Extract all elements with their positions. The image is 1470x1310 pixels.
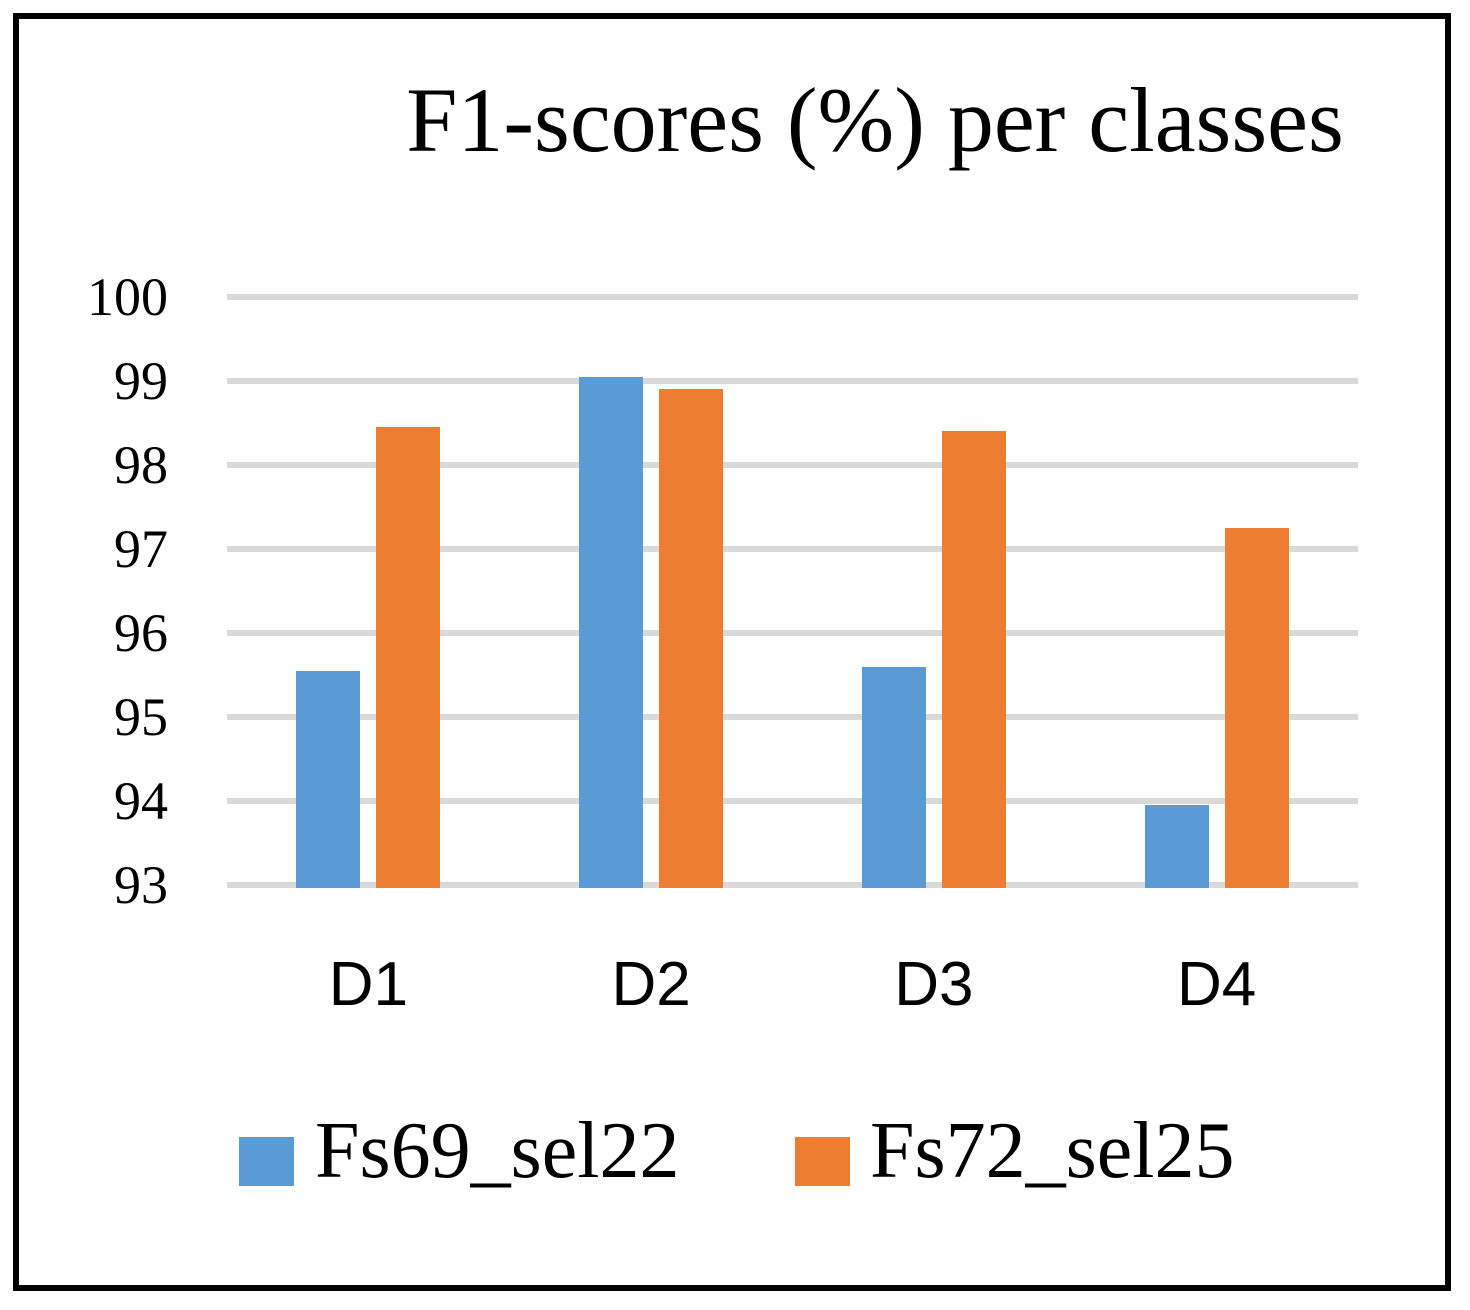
y-axis-label-99: 99	[114, 351, 168, 411]
gridline-98	[227, 462, 1358, 468]
gridline-99	[227, 378, 1358, 384]
x-axis-label-D4: D4	[1176, 950, 1257, 1019]
bar-Fs72_sel25-D2	[659, 389, 724, 888]
gridline-100	[227, 294, 1358, 300]
bar-Fs72_sel25-D3	[941, 431, 1006, 888]
y-axis-label-94: 94	[114, 771, 168, 831]
legend-swatch-Fs69_sel22	[239, 1137, 294, 1186]
bar-Fs69_sel22-D3	[861, 666, 926, 888]
bar-Fs69_sel22-D1	[296, 670, 361, 888]
bar-Fs69_sel22-D4	[1144, 805, 1209, 888]
bar-Fs72_sel25-D1	[376, 427, 441, 888]
y-axis-label-98: 98	[114, 435, 168, 495]
y-axis-label-95: 95	[114, 687, 168, 747]
x-axis-label-D2: D2	[611, 950, 691, 1019]
legend-label-Fs69_sel22: Fs69_sel22	[315, 1107, 680, 1195]
gridline-95	[227, 714, 1358, 720]
y-axis-label-93: 93	[114, 855, 168, 915]
chart-title: F1-scores (%) per classes	[406, 69, 1344, 171]
y-axis-label-100: 100	[87, 267, 168, 327]
x-axis-label-D3: D3	[894, 950, 974, 1019]
legend-label-Fs72_sel25: Fs72_sel25	[870, 1107, 1235, 1195]
bar-Fs72_sel25-D4	[1224, 528, 1289, 888]
chart-frame-border	[13, 13, 1451, 1291]
gridline-94	[227, 798, 1358, 804]
gridline-96	[227, 630, 1358, 636]
gridline-97	[227, 546, 1358, 552]
y-axis-label-96: 96	[114, 603, 168, 663]
legend-swatch-Fs72_sel25	[795, 1137, 850, 1186]
x-axis-label-D1: D1	[328, 950, 408, 1019]
bar-Fs69_sel22-D2	[579, 376, 644, 888]
y-axis-label-97: 97	[114, 519, 168, 579]
gridline-93	[227, 882, 1358, 888]
